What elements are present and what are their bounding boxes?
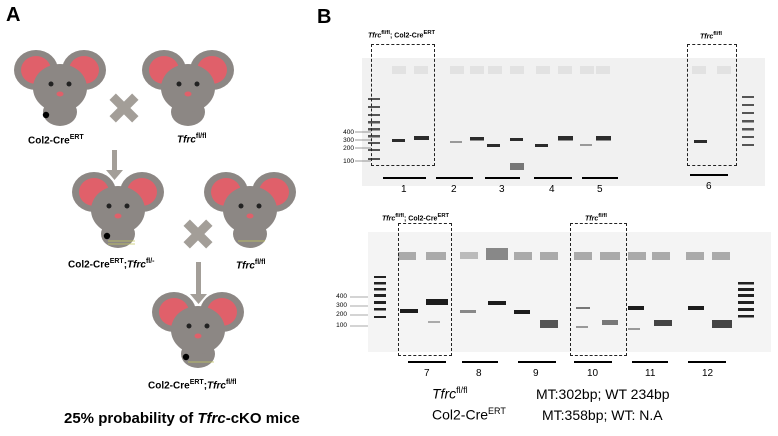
arrow-down-icon — [106, 170, 123, 180]
mouse-col2cre — [14, 50, 106, 126]
arrow-down-icon-2 — [190, 294, 207, 304]
top-gel-label-right: Tfrcfl/fl — [700, 31, 722, 41]
lane-7: 7 — [424, 368, 430, 379]
top-marker-200: 200 — [343, 145, 354, 152]
top-gel-label-left: Tfrcfl/fl; Col2-CreERT — [368, 30, 436, 40]
top-marker-300: 300 — [343, 137, 354, 144]
bottom-marker-200: 200 — [336, 311, 347, 318]
lane-3: 3 — [499, 184, 505, 195]
cross-icon — [109, 93, 139, 123]
legend-tfrc-sizes: MT:302bp; WT 234bp — [536, 386, 670, 402]
bottom-marker-400: 400 — [336, 293, 347, 300]
breeding-scheme — [14, 50, 296, 368]
legend-col2cre-sizes: MT:358bp; WT: N.A — [542, 407, 663, 423]
top-gel — [362, 58, 765, 186]
bottom-gel — [368, 232, 771, 352]
lane-9: 9 — [533, 368, 539, 379]
mouse-tfrc-flfl-2 — [204, 172, 296, 248]
legend-tfrc: Tfrcfl/fl — [432, 385, 468, 402]
bottom-gel-highlight-right — [570, 223, 627, 356]
lane-8: 8 — [476, 368, 482, 379]
legend-col2cre: Col2-CreERT — [432, 406, 506, 423]
mouse-tfrc-flfl — [142, 50, 234, 126]
transgene-marker — [42, 111, 50, 119]
lane-2: 2 — [451, 184, 457, 195]
lane-12: 12 — [702, 368, 714, 379]
lane-1: 1 — [401, 184, 407, 195]
lane-4: 4 — [549, 184, 555, 195]
top-gel-highlight-right — [687, 44, 737, 166]
lane-10: 10 — [587, 368, 599, 379]
bottom-gel-highlight-left — [398, 223, 452, 356]
label-tfrc-flfl-2: Tfrcfl/fl — [236, 259, 266, 272]
label-offspring1: Col2-CreERT;Tfrcfl/- — [68, 258, 155, 271]
mouse-offspring1 — [72, 172, 164, 248]
bottom-marker-100: 100 — [336, 322, 347, 329]
top-marker-100: 100 — [343, 158, 354, 165]
lane-6: 6 — [706, 181, 712, 192]
lane-11: 11 — [645, 368, 656, 379]
panel-a-letter: A — [6, 4, 21, 26]
panel-b-letter: B — [317, 6, 332, 28]
label-col2cre: Col2-CreERT — [28, 134, 84, 147]
bottom-gel-label-right: Tfrcfl/fl — [585, 213, 607, 223]
bottom-gel-label-left: Tfrcfl/fl; Col2-CreERT — [382, 213, 450, 223]
probability-caption: 25% probability of Tfrc-cKO mice — [64, 410, 300, 427]
top-gel-highlight-left — [371, 44, 435, 166]
bottom-marker-300: 300 — [336, 302, 347, 309]
top-marker-400: 400 — [343, 129, 354, 136]
label-tfrc-flfl: Tfrcfl/fl — [177, 133, 207, 146]
lane-5: 5 — [597, 184, 603, 195]
label-offspring2: Col2-CreERT;Tfrcfl/fl — [148, 379, 237, 392]
cross-icon-2 — [183, 219, 213, 249]
